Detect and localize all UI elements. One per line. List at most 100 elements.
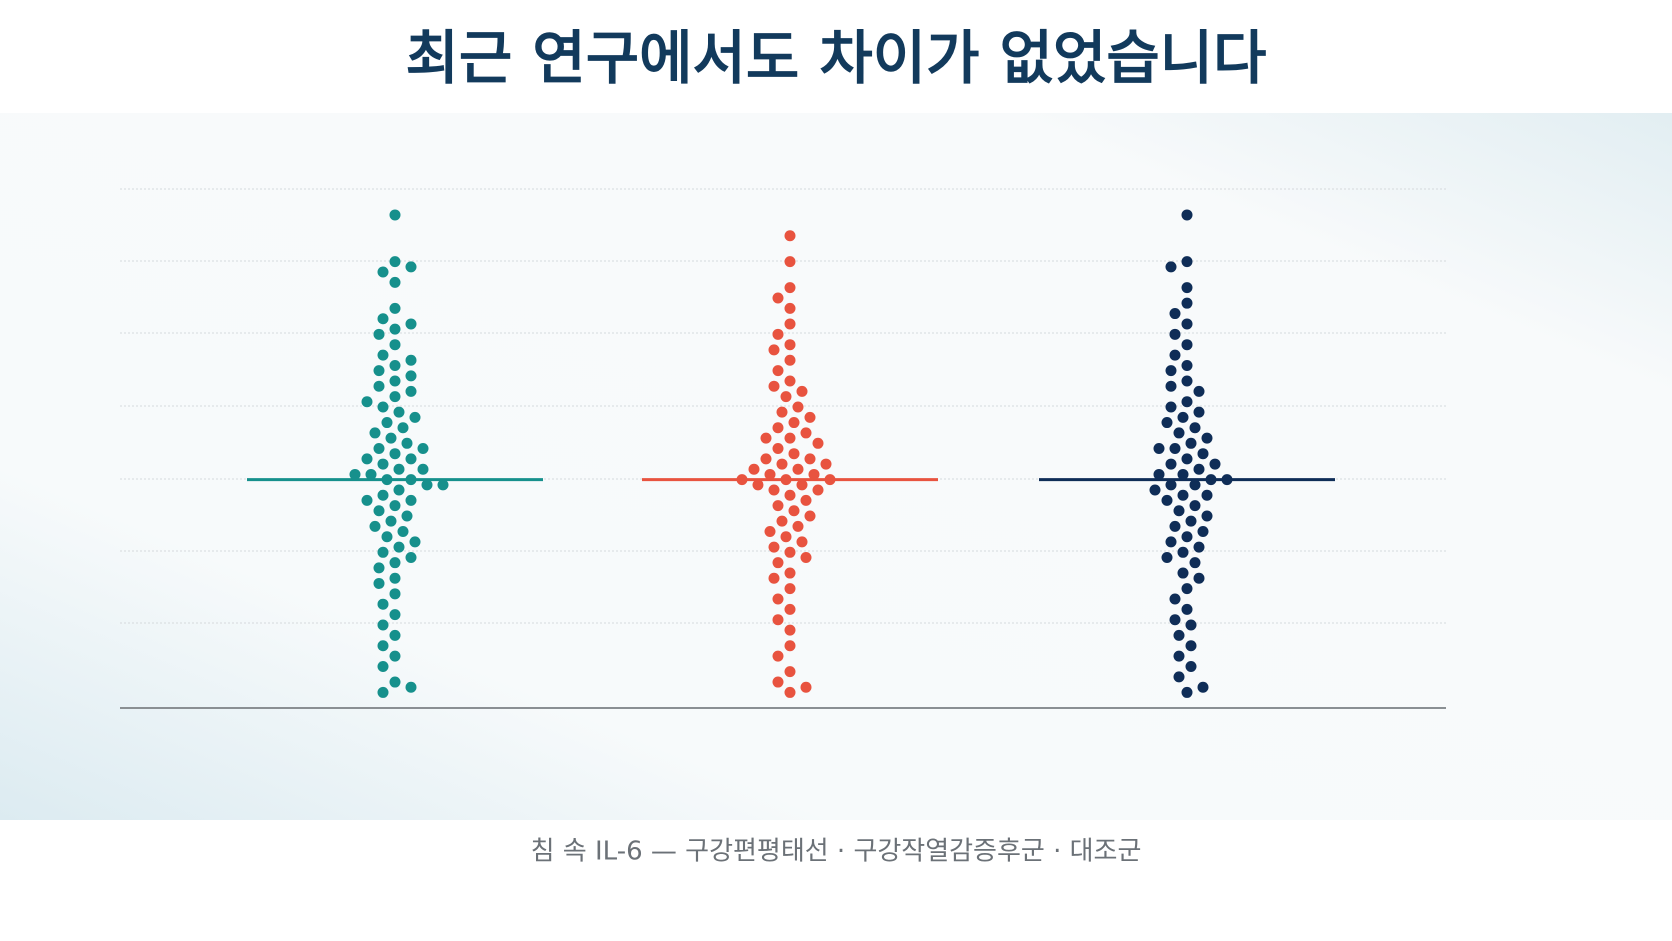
dot	[1165, 365, 1177, 377]
dot	[1193, 406, 1205, 418]
dot	[1181, 339, 1193, 351]
dot	[421, 479, 433, 491]
dot	[1169, 593, 1181, 605]
dot	[804, 453, 816, 465]
dot	[377, 619, 389, 631]
dot	[389, 572, 401, 584]
dot	[1189, 479, 1201, 491]
dot	[784, 432, 796, 444]
dot	[377, 598, 389, 610]
dot	[389, 302, 401, 314]
dot	[804, 411, 816, 423]
dot	[1189, 557, 1201, 569]
dot	[1169, 443, 1181, 454]
dot	[780, 531, 792, 543]
dot	[772, 500, 784, 512]
dot	[796, 385, 808, 397]
dot	[1169, 520, 1181, 532]
dot	[772, 422, 784, 434]
dot	[1189, 422, 1201, 434]
dot	[1153, 443, 1165, 454]
dot	[1193, 385, 1205, 397]
dot	[389, 391, 401, 403]
dot	[1181, 209, 1193, 221]
dot	[1193, 463, 1205, 475]
dot	[1173, 671, 1185, 683]
dot	[1205, 474, 1217, 486]
dot	[405, 354, 417, 366]
dot	[1181, 531, 1193, 543]
dot	[1177, 468, 1189, 480]
dot	[1173, 427, 1185, 439]
dot	[1165, 458, 1177, 470]
dot	[1189, 500, 1201, 512]
dot	[1209, 458, 1221, 470]
dot	[772, 676, 784, 688]
dot	[764, 468, 776, 480]
dot	[784, 666, 796, 678]
dot	[373, 328, 385, 340]
dot	[389, 359, 401, 371]
dot	[788, 505, 800, 517]
dot	[1201, 432, 1213, 444]
dot	[1165, 261, 1177, 273]
dot	[784, 489, 796, 501]
dot	[1181, 297, 1193, 309]
dot	[1173, 650, 1185, 662]
dot	[1169, 308, 1181, 320]
dot	[409, 411, 421, 423]
dot	[1173, 505, 1185, 517]
dot	[784, 375, 796, 387]
dot	[1185, 437, 1197, 449]
dot	[405, 494, 417, 506]
dot	[377, 686, 389, 698]
dot	[772, 557, 784, 569]
dot	[784, 546, 796, 558]
dot	[437, 479, 449, 491]
dot	[1181, 583, 1193, 595]
dot	[784, 603, 796, 615]
dot	[1181, 453, 1193, 465]
dot	[1197, 448, 1209, 460]
dot	[1149, 484, 1161, 496]
dot	[804, 510, 816, 522]
dot	[1181, 282, 1193, 294]
dot	[748, 463, 760, 475]
dot	[800, 494, 812, 506]
dot	[389, 609, 401, 621]
dot	[405, 474, 417, 486]
dot	[361, 453, 373, 465]
dot	[405, 453, 417, 465]
dot	[1193, 541, 1205, 553]
dot	[417, 463, 429, 475]
dot	[361, 396, 373, 408]
dot	[772, 593, 784, 605]
dot	[377, 546, 389, 558]
dot	[1181, 396, 1193, 408]
dot	[1193, 572, 1205, 584]
dot	[1185, 660, 1197, 672]
dot	[389, 650, 401, 662]
dot	[1181, 359, 1193, 371]
dot	[784, 354, 796, 366]
dot	[1177, 411, 1189, 423]
dot	[373, 365, 385, 377]
dot	[381, 531, 393, 543]
dot	[784, 318, 796, 330]
dot	[764, 526, 776, 538]
dot	[389, 500, 401, 512]
dot	[377, 401, 389, 413]
dot	[800, 551, 812, 563]
dot	[776, 406, 788, 418]
dot	[1161, 417, 1173, 429]
dot	[1181, 256, 1193, 268]
dot	[1165, 536, 1177, 548]
dot	[1165, 479, 1177, 491]
dot	[1161, 494, 1173, 506]
dot	[401, 510, 413, 522]
dot	[393, 463, 405, 475]
dot	[768, 484, 780, 496]
dot	[365, 468, 377, 480]
